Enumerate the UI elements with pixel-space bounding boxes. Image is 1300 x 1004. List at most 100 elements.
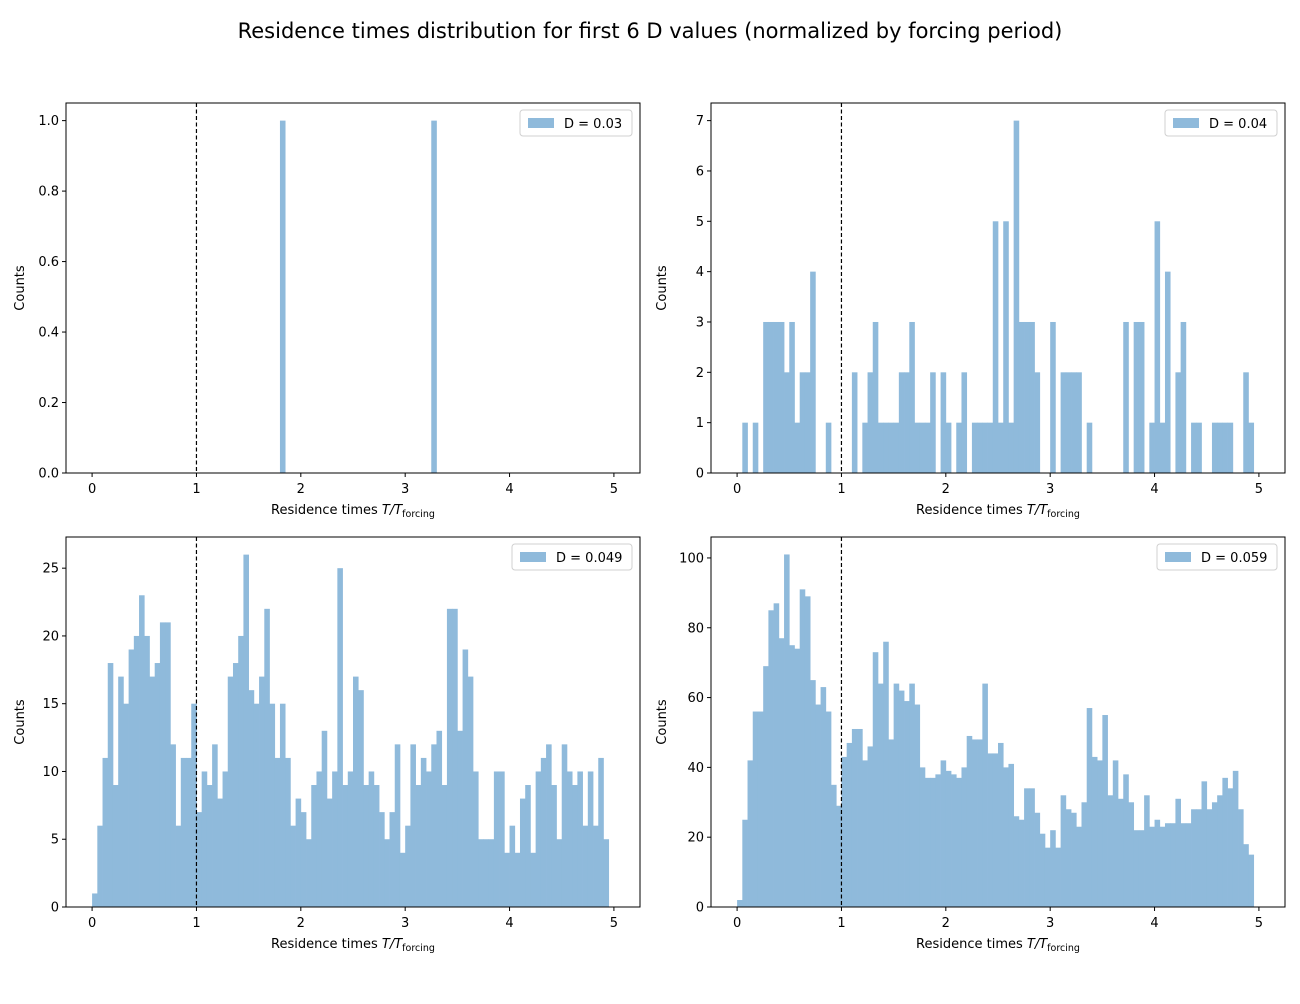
histogram-bar: [773, 321, 780, 473]
histogram-bar: [1159, 826, 1166, 907]
legend-box: [1164, 109, 1278, 137]
histogram-bar: [1013, 120, 1020, 474]
histogram-bar: [799, 372, 806, 473]
histogram-bar: [446, 608, 453, 907]
histogram-bar: [789, 321, 795, 473]
histogram-bar: [556, 839, 563, 907]
histogram-bar: [998, 742, 1004, 907]
histogram-bar: [982, 422, 988, 473]
histogram-bar: [810, 271, 816, 473]
histogram-bar: [159, 622, 166, 907]
y-tick-label: 10: [42, 765, 59, 780]
histogram-bar: [493, 771, 500, 907]
histogram-bar: [940, 372, 947, 473]
histogram-bar: [836, 805, 842, 907]
legend-box: [519, 109, 633, 137]
histogram-bar: [747, 760, 754, 907]
histogram-bar: [1164, 823, 1171, 907]
histogram-bar: [165, 622, 171, 907]
histogram-bar: [1227, 422, 1234, 473]
histogram-bar: [778, 321, 785, 473]
histogram-bar: [186, 757, 192, 907]
histogram-bar: [924, 422, 931, 473]
histogram-bar: [961, 372, 968, 473]
legend: D = 0.04: [1164, 109, 1278, 137]
histogram-bar: [951, 774, 957, 907]
histogram-bar: [1071, 812, 1077, 907]
histogram-bar: [462, 649, 469, 907]
y-tick-label: 20: [42, 629, 59, 644]
x-axis-label: Residence times T/Tforcing: [916, 937, 1080, 954]
histogram-bar: [285, 757, 291, 907]
histogram-bar: [196, 812, 203, 907]
histogram-bar: [191, 703, 197, 907]
histogram-bar: [342, 785, 349, 907]
histogram-bar: [546, 744, 552, 907]
histogram-bar: [1065, 372, 1072, 473]
histogram-bar: [509, 825, 516, 907]
histogram-bar: [1222, 777, 1228, 907]
histogram-bar: [914, 422, 921, 473]
histogram-bar: [561, 744, 568, 907]
y-tick-label: 2: [696, 366, 704, 381]
histogram-bar: [300, 812, 307, 907]
histogram-bar: [316, 771, 323, 907]
histogram-bar: [1243, 372, 1249, 473]
y-axis-label: Counts: [13, 699, 28, 745]
histogram-bar: [353, 676, 359, 907]
histogram-bar: [399, 852, 406, 907]
x-tick-label: 0: [88, 482, 96, 497]
legend-swatch: [520, 552, 546, 562]
histogram-bar: [1050, 830, 1056, 907]
histogram-bar: [794, 422, 801, 473]
histogram-bar: [488, 839, 495, 907]
histogram-bar: [794, 648, 801, 907]
histogram-bar: [930, 777, 936, 907]
histogram-bar: [311, 785, 317, 907]
histogram-bar: [846, 742, 853, 907]
histogram-bar: [1175, 372, 1181, 473]
histogram-bar: [201, 771, 208, 907]
histogram-bar: [97, 825, 103, 907]
histogram-bar: [784, 372, 790, 473]
y-tick-label: 0: [696, 901, 704, 916]
histogram-bar: [919, 767, 926, 907]
histogram-bar: [992, 221, 999, 473]
histogram-panel-1: 0 1 2 3 4 5 0.0 0.2 0.4 0.6 0.8 1.0 Residence times …: [13, 102, 641, 520]
histogram-bar: [1050, 321, 1056, 473]
histogram-bar: [102, 757, 109, 907]
y-tick-label: 20: [687, 831, 704, 846]
histogram-bar: [227, 676, 234, 907]
bars: [279, 120, 437, 474]
legend-box: [511, 543, 633, 571]
histogram-bar: [992, 753, 999, 907]
histogram-bar: [1060, 795, 1067, 907]
histogram-bar: [971, 739, 978, 907]
histogram-bar: [248, 690, 255, 907]
histogram-bar: [180, 757, 187, 907]
histogram-bar: [123, 703, 129, 907]
histogram-bar: [1071, 372, 1077, 473]
histogram-bar: [264, 608, 270, 907]
histogram-bar: [274, 757, 281, 907]
histogram-bar: [1044, 847, 1051, 907]
y-tick-label: 0: [51, 901, 59, 916]
histogram-bar: [587, 771, 594, 907]
histogram-bar: [1170, 823, 1176, 907]
histogram-bar: [998, 422, 1004, 473]
x-tick-label: 5: [610, 482, 618, 497]
histogram-bar: [1102, 715, 1108, 907]
histogram-bar: [737, 900, 743, 907]
legend-label: D = 0.059: [1201, 551, 1267, 566]
histogram-bar: [799, 589, 806, 907]
histogram-bar: [347, 771, 354, 907]
histogram-bar: [935, 774, 941, 907]
y-tick-label: 1.0: [38, 114, 59, 129]
histogram-bar: [1201, 781, 1208, 907]
histogram-bar: [961, 767, 968, 907]
x-tick-label: 0: [733, 482, 741, 497]
histogram-bar: [1024, 321, 1030, 473]
histogram-bar: [358, 690, 364, 907]
